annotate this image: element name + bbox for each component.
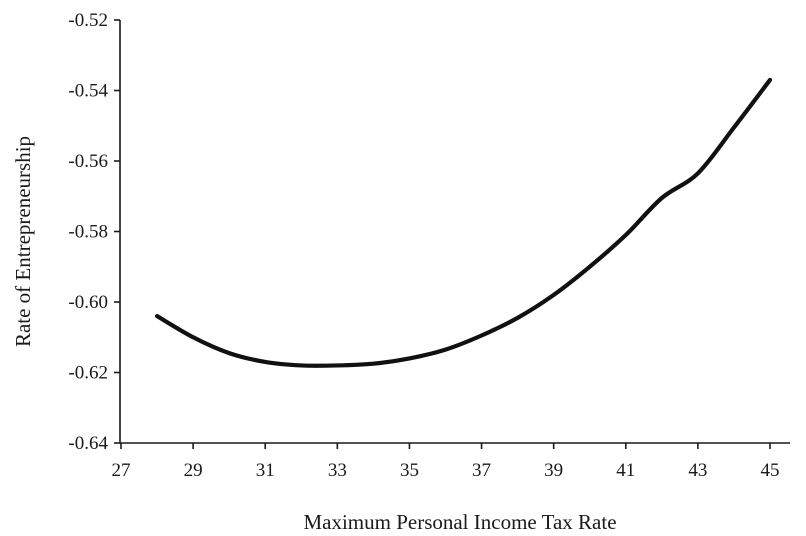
series-layer [154, 77, 773, 368]
y-tick-label: -0.56 [68, 151, 108, 172]
x-tick-label: 27 [112, 460, 131, 481]
y-tick-label: -0.58 [68, 222, 108, 243]
y-tick-label: -0.52 [68, 10, 108, 31]
series-line [154, 77, 773, 368]
y-tick-label: -0.54 [68, 81, 108, 102]
y-tick-label: -0.60 [68, 292, 108, 313]
x-tick-label: 45 [761, 460, 780, 481]
y-tick-label: -0.62 [68, 363, 108, 384]
x-tick-label: 29 [184, 460, 203, 481]
x-tick-label: 39 [544, 460, 563, 481]
x-tick-label: 41 [616, 460, 635, 481]
axes [119, 20, 790, 444]
x-tick-label: 33 [328, 460, 347, 481]
x-tick-label: 35 [400, 460, 419, 481]
y-tick-label: -0.64 [68, 433, 108, 454]
x-tick-label: 37 [472, 460, 491, 481]
x-tick-label: 31 [256, 460, 275, 481]
x-axis-title: Maximum Personal Income Tax Rate [303, 510, 616, 534]
x-tick-label: 43 [688, 460, 707, 481]
y-axis-title: Rate of Entrepreneurship [11, 136, 35, 347]
